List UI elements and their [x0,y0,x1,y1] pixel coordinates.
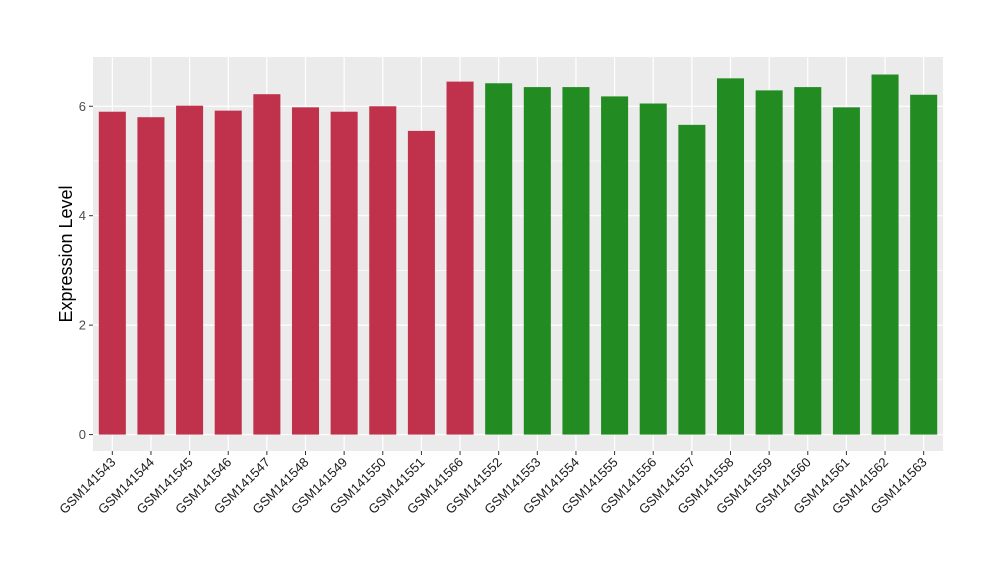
bar-GSM141550 [369,106,397,435]
bar-GSM141545 [176,105,204,435]
bar-GSM141558 [716,78,745,435]
y-axis-title: Expression Level [56,185,76,322]
bar-GSM141556 [639,103,667,435]
bar-GSM141548 [291,107,320,435]
y-tick-label: 6 [79,99,86,114]
bar-GSM141553 [523,87,551,435]
bar-GSM141555 [601,96,629,435]
y-axis: 0 2 4 6 [79,99,93,442]
y-tick-label: 2 [79,318,86,333]
bar-GSM141544 [137,117,165,435]
bar-GSM141561 [832,107,860,435]
bar-GSM141557 [678,124,706,435]
x-axis: GSM141543GSM141544GSM141545GSM141546GSM1… [56,451,930,517]
y-tick-label: 0 [79,427,86,442]
y-tick-label: 4 [79,208,86,223]
bar-GSM141549 [330,111,358,435]
bar-GSM141554 [562,87,590,435]
bar-GSM141559 [755,90,783,435]
bar-GSM141551 [407,130,435,435]
bar-GSM141552 [485,83,513,435]
bar-GSM141547 [253,94,281,435]
bar-GSM141566 [446,81,474,435]
bar-GSM141562 [871,74,899,435]
bars [98,74,938,435]
bar-GSM141546 [214,110,242,435]
bar-GSM141563 [910,94,938,435]
bar-GSM141543 [98,111,126,435]
bar-GSM141560 [794,87,822,435]
